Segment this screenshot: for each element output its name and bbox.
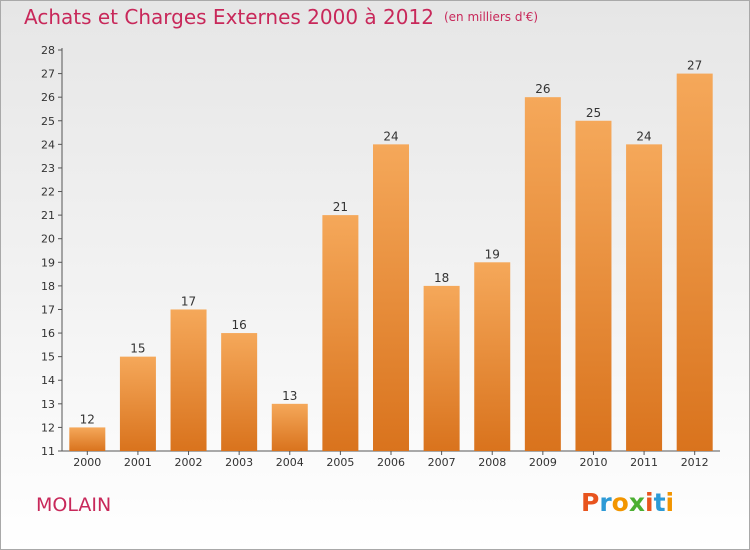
bar-value-label: 27 (687, 59, 702, 73)
bar-2003[interactable] (221, 333, 258, 451)
bar-2008[interactable] (474, 262, 511, 451)
bar-value-label: 12 (80, 412, 95, 426)
y-tick-label: 23 (41, 162, 55, 175)
x-tick-label: 2007 (428, 456, 456, 469)
x-tick-label: 2008 (478, 456, 506, 469)
y-tick-label: 19 (41, 256, 55, 269)
bar-value-label: 21 (333, 200, 348, 214)
x-tick-label: 2005 (326, 456, 354, 469)
y-tick-label: 15 (41, 351, 55, 364)
logo-letter: i (665, 488, 675, 517)
bar-2000[interactable] (69, 427, 106, 451)
bar-value-label: 15 (130, 342, 145, 356)
y-tick-label: 28 (41, 44, 55, 57)
logo-letter: o (611, 488, 629, 517)
y-tick-label: 21 (41, 209, 55, 222)
proxiti-logo[interactable]: Proxiti (581, 488, 674, 517)
logo-letter: t (653, 488, 666, 517)
bar-2010[interactable] (575, 120, 612, 451)
bar-2009[interactable] (524, 97, 561, 452)
bar-2007[interactable] (423, 285, 460, 451)
bar-2001[interactable] (119, 356, 156, 451)
bar-value-label: 19 (485, 247, 500, 261)
bar-2004[interactable] (271, 403, 308, 451)
y-tick-label: 12 (41, 421, 55, 434)
y-tick-label: 13 (41, 398, 55, 411)
y-tick-label: 25 (41, 115, 55, 128)
y-tick-label: 20 (41, 233, 55, 246)
x-tick-label: 2000 (73, 456, 101, 469)
x-tick-label: 2006 (377, 456, 405, 469)
bar-2006[interactable] (373, 144, 409, 451)
y-tick-label: 24 (41, 138, 55, 151)
y-tick-label: 17 (41, 303, 55, 316)
bar-value-label: 17 (181, 294, 196, 308)
y-tick-label: 27 (41, 68, 55, 81)
y-tick-label: 14 (41, 374, 55, 387)
x-tick-label: 2011 (630, 456, 658, 469)
logo-letter: x (628, 488, 645, 517)
bar-value-label: 16 (232, 318, 247, 332)
title-text: Achats et Charges Externes 2000 à 2012 (24, 5, 434, 29)
bar-2011[interactable] (626, 144, 663, 451)
x-tick-label: 2001 (124, 456, 152, 469)
x-tick-label: 2003 (225, 456, 253, 469)
bar-2012[interactable] (676, 73, 713, 452)
y-tick-label: 11 (41, 445, 55, 458)
x-tick-label: 2012 (681, 456, 709, 469)
commune-name: MOLAIN (36, 494, 112, 516)
bar-2002[interactable] (170, 309, 207, 451)
logo-letter: P (581, 488, 600, 517)
y-tick-label: 22 (41, 186, 55, 199)
title-unit: (en milliers d'€) (443, 10, 539, 24)
bar-value-label: 26 (535, 82, 550, 96)
bar-value-label: 24 (383, 129, 398, 143)
x-tick-label: 2002 (175, 456, 203, 469)
bar-value-label: 18 (434, 271, 449, 285)
y-tick-label: 16 (41, 327, 55, 340)
bar-2005[interactable] (322, 215, 359, 451)
chart-bars: 12 15 17 16 13 21 24 18 19 26 25 24 27 (69, 59, 713, 452)
x-tick-label: 2004 (276, 456, 304, 469)
y-tick-label: 18 (41, 280, 55, 293)
logo-letter: i (645, 488, 654, 517)
logo-letter: r (599, 488, 612, 517)
bar-value-label: 25 (586, 106, 601, 120)
bar-value-label: 24 (636, 129, 651, 143)
chart-title: Achats et Charges Externes 2000 à 2012 (e… (24, 5, 538, 29)
y-tick-label: 26 (41, 91, 55, 104)
x-tick-label: 2009 (529, 456, 557, 469)
x-tick-label: 2010 (579, 456, 607, 469)
bar-value-label: 13 (282, 389, 297, 403)
